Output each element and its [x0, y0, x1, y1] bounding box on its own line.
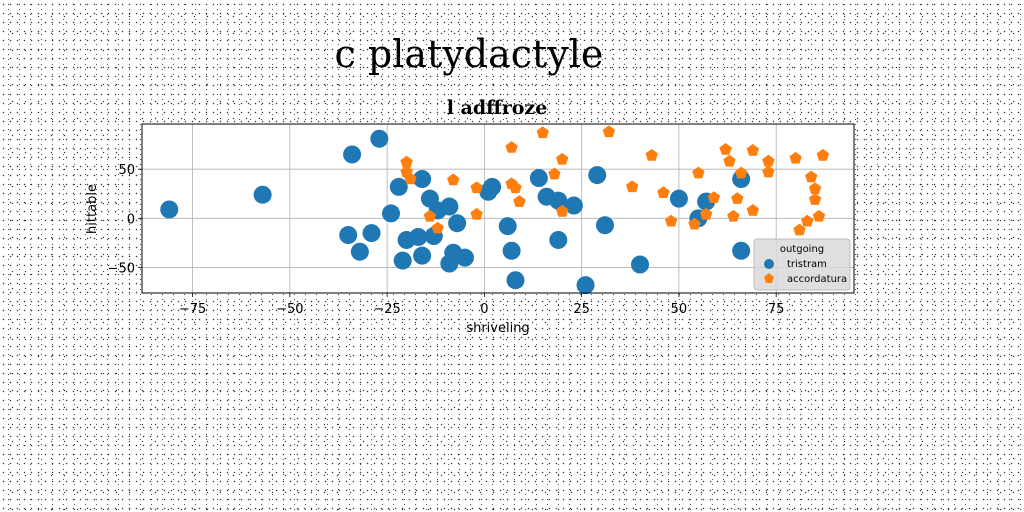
x-tick-label: 25	[573, 302, 590, 317]
point-tristram	[413, 170, 432, 189]
x-tick-label: 0	[480, 302, 488, 317]
point-tristram	[549, 230, 568, 249]
plot-area	[142, 124, 854, 293]
point-accordatura	[665, 214, 678, 227]
point-accordatura	[688, 217, 701, 230]
chart-title: l adffroze	[447, 97, 548, 119]
point-tristram	[339, 226, 358, 245]
point-accordatura	[400, 155, 413, 168]
point-tristram	[362, 224, 381, 243]
point-accordatura	[731, 192, 744, 204]
plot-frame	[141, 123, 855, 294]
point-accordatura	[816, 148, 830, 161]
point-accordatura	[431, 221, 444, 234]
x-tick-label: −25	[373, 302, 400, 317]
point-tristram	[588, 166, 607, 185]
point-accordatura	[727, 209, 740, 222]
legend-label-tristram: tristram	[787, 259, 827, 270]
point-tristram	[413, 246, 432, 265]
point-accordatura	[735, 166, 748, 179]
point-accordatura	[746, 144, 759, 156]
point-accordatura	[707, 191, 721, 203]
point-tristram	[631, 255, 650, 274]
legend-label-accordatura: accordatura	[787, 274, 847, 285]
point-accordatura	[793, 223, 806, 236]
point-accordatura	[762, 154, 775, 167]
point-accordatura	[812, 209, 826, 222]
point-tristram	[160, 200, 179, 219]
point-accordatura	[505, 141, 518, 153]
point-accordatura	[509, 181, 522, 194]
point-accordatura	[808, 182, 822, 195]
point-accordatura	[470, 181, 483, 194]
y-axis-ticks: −50 0 50	[108, 163, 142, 276]
point-accordatura	[762, 165, 775, 178]
point-tristram	[669, 189, 688, 208]
y-tick-label: −50	[108, 261, 135, 276]
point-tristram	[564, 196, 583, 215]
point-accordatura	[719, 143, 732, 155]
x-tick-label: 75	[768, 302, 785, 317]
point-accordatura	[801, 214, 814, 227]
x-tick-label: −75	[179, 302, 206, 317]
point-tristram	[732, 241, 751, 260]
point-accordatura	[447, 173, 460, 186]
point-accordatura	[700, 207, 713, 220]
point-accordatura	[789, 151, 802, 164]
x-tick-label: 50	[671, 302, 688, 317]
point-accordatura	[626, 180, 639, 193]
point-tristram	[576, 276, 595, 295]
figure-suptitle: c platydactyle	[335, 32, 604, 76]
y-tick-label: 50	[118, 163, 135, 178]
point-tristram	[350, 242, 369, 261]
point-tristram	[389, 177, 408, 196]
y-axis-label: hittable	[85, 184, 100, 234]
point-accordatura	[556, 204, 569, 217]
legend: outgoing tristram accordatura	[753, 238, 851, 291]
point-tristram	[483, 177, 502, 196]
point-accordatura	[513, 195, 526, 207]
point-tristram	[595, 216, 614, 235]
point-tristram	[498, 217, 517, 236]
point-tristram	[343, 145, 362, 164]
point-accordatura	[548, 167, 561, 180]
point-tristram	[440, 197, 459, 216]
x-axis-ticks: −75 −50 −25 0 25 50 75	[179, 293, 785, 317]
point-accordatura	[404, 172, 417, 185]
point-tristram	[382, 204, 401, 223]
scatter-points	[160, 125, 830, 295]
point-tristram	[448, 214, 467, 233]
point-accordatura	[645, 148, 658, 161]
point-accordatura	[602, 125, 616, 138]
point-accordatura	[423, 209, 437, 222]
point-tristram	[502, 241, 521, 260]
legend-title: outgoing	[780, 244, 824, 255]
point-accordatura	[470, 207, 483, 220]
point-tristram	[529, 169, 548, 188]
point-tristram	[393, 251, 412, 270]
legend-marker-tristram	[764, 259, 774, 269]
point-accordatura	[692, 166, 705, 179]
point-tristram	[455, 248, 474, 267]
point-accordatura	[536, 126, 549, 139]
point-accordatura	[746, 204, 759, 216]
point-accordatura	[805, 170, 818, 183]
x-axis-label: shriveling	[466, 321, 529, 336]
legend-box	[753, 238, 851, 291]
y-tick-label: 0	[127, 212, 135, 227]
point-tristram	[370, 129, 389, 148]
point-tristram	[506, 271, 525, 290]
point-accordatura	[556, 152, 569, 165]
point-tristram	[409, 227, 428, 246]
point-accordatura	[657, 186, 670, 198]
point-tristram	[549, 191, 568, 210]
legend-marker-accordatura	[764, 273, 774, 283]
point-accordatura	[723, 154, 736, 167]
x-tick-label: −50	[276, 302, 303, 317]
point-tristram	[253, 185, 272, 204]
point-accordatura	[808, 193, 822, 205]
